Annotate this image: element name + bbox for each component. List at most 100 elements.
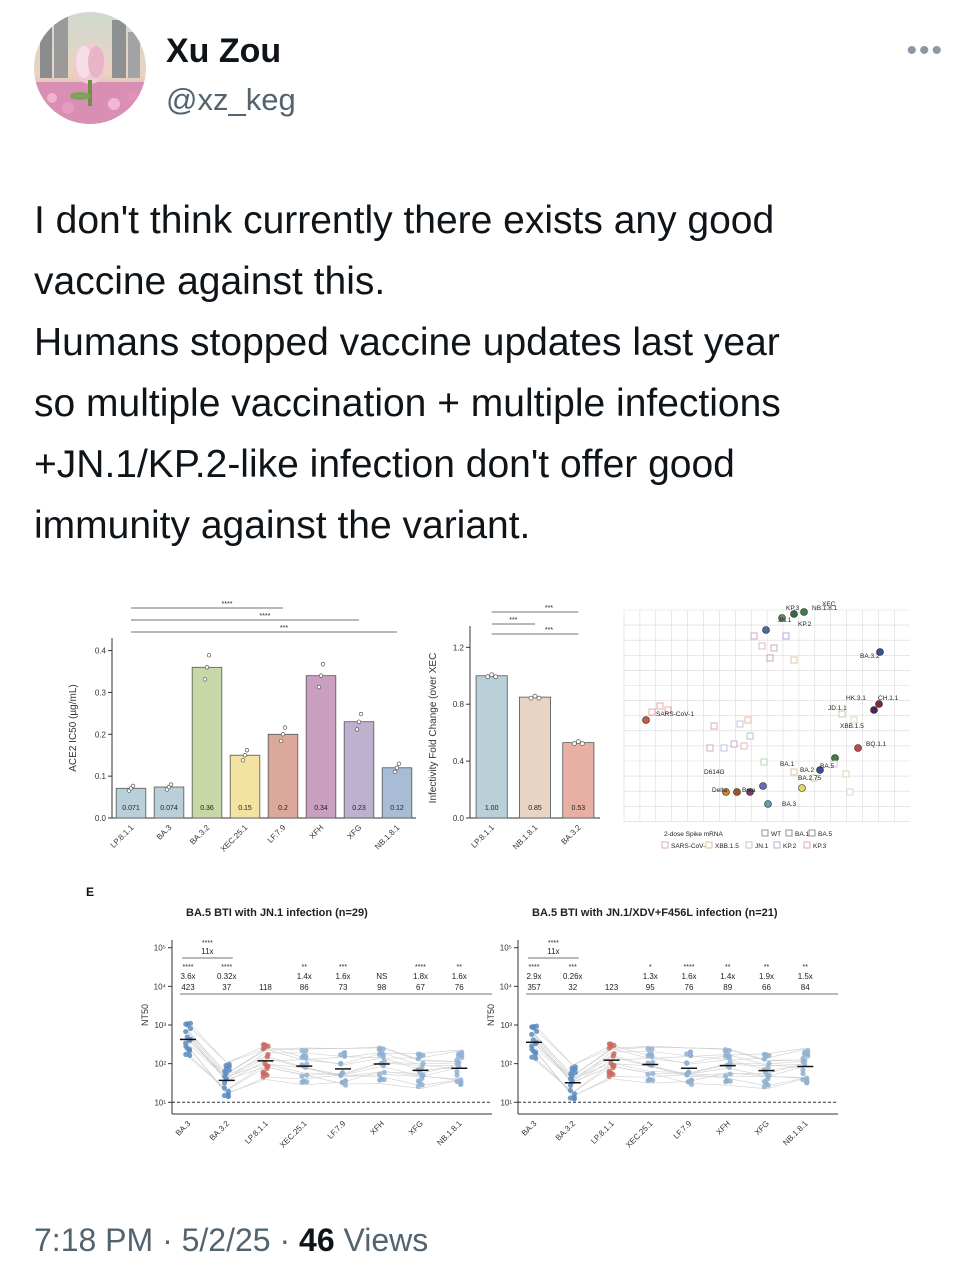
- legend-label: BA.5: [818, 831, 832, 838]
- author-name[interactable]: Xu Zou: [166, 32, 282, 70]
- y-axis-label: NT50: [140, 1004, 150, 1026]
- fold-change-label: 11x: [201, 947, 213, 956]
- data-point: [568, 1071, 574, 1077]
- legend-swatch: [705, 841, 713, 849]
- bar: [305, 675, 337, 819]
- data-point: [688, 1077, 695, 1083]
- x-tick-label: XEC.25.1: [278, 1119, 309, 1150]
- tweet-text: I don't think currently there exists any…: [34, 199, 781, 547]
- tweet-date[interactable]: 5/2/25: [181, 1222, 271, 1258]
- significance-stars: ***: [509, 617, 517, 624]
- map-square: [656, 702, 664, 710]
- map-label: JD.1.1: [828, 705, 847, 712]
- bar: [115, 787, 147, 819]
- map-square: [770, 644, 778, 652]
- y-tick-label: 10³: [500, 1021, 512, 1030]
- map-label: BA.2.75: [798, 775, 822, 782]
- tweet-media-image[interactable]: 0.0 0.1 0.2 0.3 0.4 ACE2 IC50 (µg/mL) 0.071 LP.…: [34, 596, 936, 1156]
- views-label: Views: [343, 1222, 429, 1258]
- bar: [229, 754, 261, 819]
- y-tick-label: 10²: [154, 1060, 166, 1069]
- map-label: Beta: [742, 787, 756, 794]
- map-point: [876, 648, 884, 656]
- data-point: [569, 1065, 575, 1071]
- map-square: [736, 720, 744, 728]
- legend-label: KP.3: [813, 843, 827, 850]
- map-label: BA.1: [780, 761, 794, 768]
- pair-line: [187, 1040, 460, 1077]
- tweet-header: Xu Zou @xz_keg •••: [34, 12, 944, 132]
- data-point: [394, 765, 400, 770]
- panel-title: BA.5 BTI with JN.1 infection (n=29): [186, 907, 368, 919]
- data-point: [377, 1077, 383, 1083]
- data-point: [419, 1082, 425, 1088]
- significance-stars: ***: [545, 605, 553, 612]
- bar-value-label: 0.53: [572, 805, 586, 812]
- data-point: [536, 695, 542, 701]
- significance-stars: ***: [339, 964, 347, 971]
- data-point: [645, 1071, 651, 1077]
- data-point: [684, 1072, 690, 1078]
- significance-stars: ****: [548, 940, 559, 947]
- geomean-value-label: 95: [646, 983, 655, 992]
- data-point: [611, 1062, 617, 1068]
- legend-label: SARS-CoV-1: [671, 843, 709, 850]
- data-point: [606, 1070, 612, 1076]
- map-square: [842, 770, 850, 778]
- data-point: [800, 1059, 806, 1065]
- data-point: [381, 1069, 387, 1076]
- significance-stars: *: [649, 964, 652, 971]
- map-square: [664, 706, 672, 714]
- bar-value-label: 0.074: [160, 805, 178, 812]
- map-point: [875, 700, 883, 708]
- map-label: Delta: [712, 787, 728, 794]
- significance-stars: **: [803, 964, 809, 971]
- x-tick-label: NB.1.8.1: [511, 823, 540, 852]
- pair-line: [187, 1031, 460, 1074]
- data-point: [415, 1056, 421, 1062]
- map-square: [760, 758, 768, 766]
- data-point: [650, 1077, 656, 1083]
- data-point: [299, 1054, 305, 1060]
- map-point: [854, 744, 862, 752]
- data-point: [264, 1054, 270, 1060]
- views-count: 46: [299, 1222, 335, 1258]
- data-point: [761, 1067, 767, 1073]
- fold-change-label: 0.26x: [563, 972, 583, 981]
- tweet-time[interactable]: 7:18 PM: [34, 1222, 154, 1258]
- map-label: BA.2: [800, 767, 814, 774]
- pair-line: [187, 1046, 460, 1094]
- x-tick-label: NB.1.8.1: [435, 1119, 464, 1148]
- map-point: [733, 788, 741, 796]
- legend-label: XBB.1.5: [715, 843, 739, 850]
- data-point: [567, 1095, 573, 1101]
- data-point: [260, 1042, 266, 1048]
- data-point: [320, 662, 326, 667]
- x-tick-label: BA.3: [520, 1119, 539, 1138]
- avatar[interactable]: [34, 12, 146, 124]
- y-tick-label: 1.2: [453, 643, 465, 652]
- data-point: [376, 1047, 382, 1053]
- fold-change-label: NS: [376, 972, 387, 981]
- data-point: [396, 761, 402, 766]
- geomean-value-label: 357: [527, 983, 541, 992]
- data-point: [240, 758, 246, 763]
- fold-change-label: 11x: [547, 947, 559, 956]
- data-point: [376, 1071, 383, 1077]
- legend-swatch: [803, 841, 811, 849]
- separator-dot: ·: [279, 1222, 291, 1258]
- x-tick-label: BA.3: [155, 823, 174, 842]
- map-label: XBB.1.5: [840, 723, 864, 730]
- data-point: [579, 741, 585, 746]
- x-tick-label: XFG: [407, 1119, 425, 1137]
- author-handle[interactable]: @xz_keg: [166, 82, 296, 117]
- more-options-icon[interactable]: •••: [906, 34, 944, 67]
- legend-swatch: [773, 841, 781, 849]
- data-point: [338, 1051, 344, 1058]
- data-point: [722, 1073, 729, 1079]
- fold-change-label: 1.8x: [413, 972, 428, 981]
- pair-line: [533, 1027, 806, 1066]
- significance-stars: **: [764, 964, 770, 971]
- data-point: [528, 695, 534, 701]
- data-point: [187, 1052, 193, 1059]
